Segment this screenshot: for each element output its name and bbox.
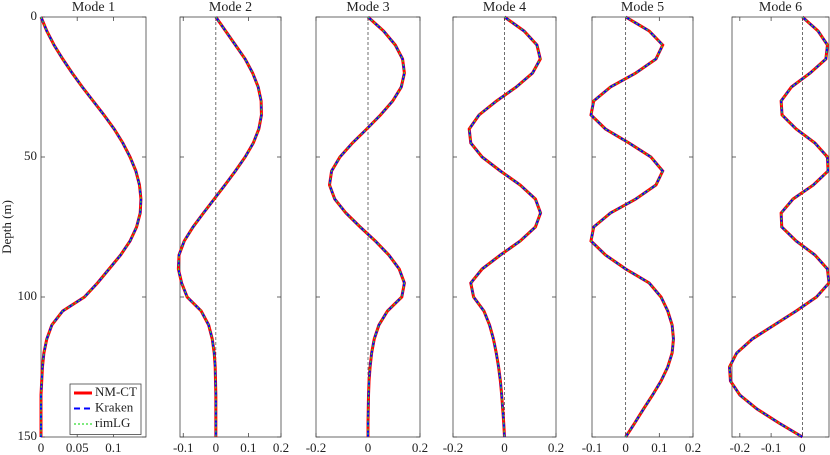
y-axis-label: Depth (m) xyxy=(0,200,14,254)
y-tick-label: 150 xyxy=(18,428,38,443)
mode-curve xyxy=(728,16,830,438)
x-tick-label: -0.1 xyxy=(173,440,194,455)
y-tick-label: 50 xyxy=(24,148,37,163)
x-tick-label: 0.05 xyxy=(66,440,89,455)
plot-area xyxy=(40,16,147,438)
chart-title: Mode 5 xyxy=(621,0,664,15)
x-tick-label: 0 xyxy=(38,440,45,455)
x-tick-label: 0 xyxy=(365,440,372,455)
chart-title: Mode 6 xyxy=(759,0,802,15)
x-tick-label: -0.2 xyxy=(306,440,327,455)
x-tick-label: -0.1 xyxy=(761,440,782,455)
x-tick-label: 0.2 xyxy=(412,440,428,455)
mode-curve xyxy=(590,16,675,438)
legend-label: Kraken xyxy=(95,399,134,414)
plot-area xyxy=(179,16,282,438)
x-tick-label: 0.2 xyxy=(685,440,701,455)
y-tick-label: 100 xyxy=(18,288,38,303)
x-tick-label: 0.1 xyxy=(105,440,121,455)
plot-area xyxy=(591,16,694,438)
mode-curve xyxy=(177,16,263,437)
x-tick-label: 0 xyxy=(622,440,629,455)
mode-curve xyxy=(468,16,542,438)
x-tick-label: 0 xyxy=(213,440,220,455)
y-tick-label: 0 xyxy=(31,8,38,23)
x-tick-label: 0 xyxy=(799,440,806,455)
x-tick-label: -0.2 xyxy=(443,440,464,455)
legend-label: rimLG xyxy=(95,415,130,430)
chart-title: Mode 2 xyxy=(209,0,252,15)
x-tick-label: 0.2 xyxy=(548,440,564,455)
mode-curve xyxy=(40,16,142,437)
mode-curve xyxy=(177,16,263,437)
chart-title: Mode 3 xyxy=(346,0,389,15)
x-tick-label: 0.1 xyxy=(240,440,256,455)
mode-curve xyxy=(328,16,406,437)
chart-title: Mode 4 xyxy=(483,0,526,15)
x-tick-label: 0.2 xyxy=(273,440,289,455)
x-tick-label: -0.1 xyxy=(582,440,603,455)
x-tick-label: -0.2 xyxy=(730,440,751,455)
x-tick-label: 0 xyxy=(501,440,508,455)
legend-label: NM-CT xyxy=(95,384,137,399)
x-tick-label: 0.1 xyxy=(651,440,667,455)
chart-title: Mode 1 xyxy=(72,0,115,15)
